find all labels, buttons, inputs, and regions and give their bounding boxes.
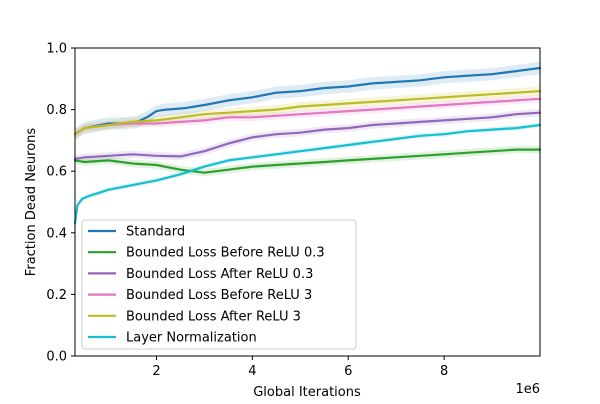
confidence-bands — [75, 61, 540, 226]
band-standard — [75, 61, 540, 141]
x-axis-offset-label: 1e6 — [515, 382, 540, 397]
axis-labels: Global Iterations Fraction Dead Neurons … — [24, 128, 540, 400]
legend-label-standard: Standard — [126, 225, 185, 240]
band-bounded-loss-before-relu-0-3 — [75, 145, 540, 177]
plot-frame — [74, 47, 541, 357]
series-lines — [73, 66, 542, 225]
legend-label-bounded-loss-before-relu-0-3: Bounded Loss Before ReLU 0.3 — [126, 246, 325, 261]
y-tick-label: 0.8 — [46, 103, 67, 118]
x-tick-label: 6 — [344, 364, 352, 379]
y-tick-label: 0.4 — [46, 226, 67, 241]
y-tick-label: 1.0 — [46, 42, 67, 57]
series-line-bounded-loss-after-relu-3 — [73, 89, 542, 136]
x-tick-label: 4 — [248, 364, 256, 379]
y-tick-label: 0.6 — [46, 165, 67, 180]
legend-box — [81, 219, 357, 350]
series-line-bounded-loss-after-relu-0-3 — [73, 111, 542, 160]
x-tick-label: 2 — [152, 364, 160, 379]
legend-label-bounded-loss-before-relu-3: Bounded Loss Before ReLU 3 — [126, 288, 312, 303]
x-axis-label: Global Iterations — [253, 385, 361, 400]
legend-label-layer-normalization: Layer Normalization — [126, 331, 257, 346]
x-tick-label: 8 — [440, 364, 448, 379]
series-line-bounded-loss-before-relu-0-3 — [73, 148, 542, 174]
y-axis-label: Fraction Dead Neurons — [24, 128, 39, 277]
axes: 2 4 6 8 0.0 0.2 0.4 0.6 0.8 1.0 — [46, 42, 541, 379]
legend-label-bounded-loss-after-relu-0-3: Bounded Loss After ReLU 0.3 — [126, 267, 313, 282]
legend: Standard Bounded Loss Before ReLU 0.3 Boun… — [81, 219, 357, 350]
band-layer-normalization — [75, 122, 540, 226]
series-line-bounded-loss-before-relu-3 — [73, 97, 542, 136]
y-tick-label: 0.2 — [46, 288, 67, 303]
legend-label-bounded-loss-after-relu-3: Bounded Loss After ReLU 3 — [126, 309, 301, 324]
y-tick-label: 0.0 — [46, 350, 67, 365]
series-line-layer-normalization — [73, 123, 542, 225]
